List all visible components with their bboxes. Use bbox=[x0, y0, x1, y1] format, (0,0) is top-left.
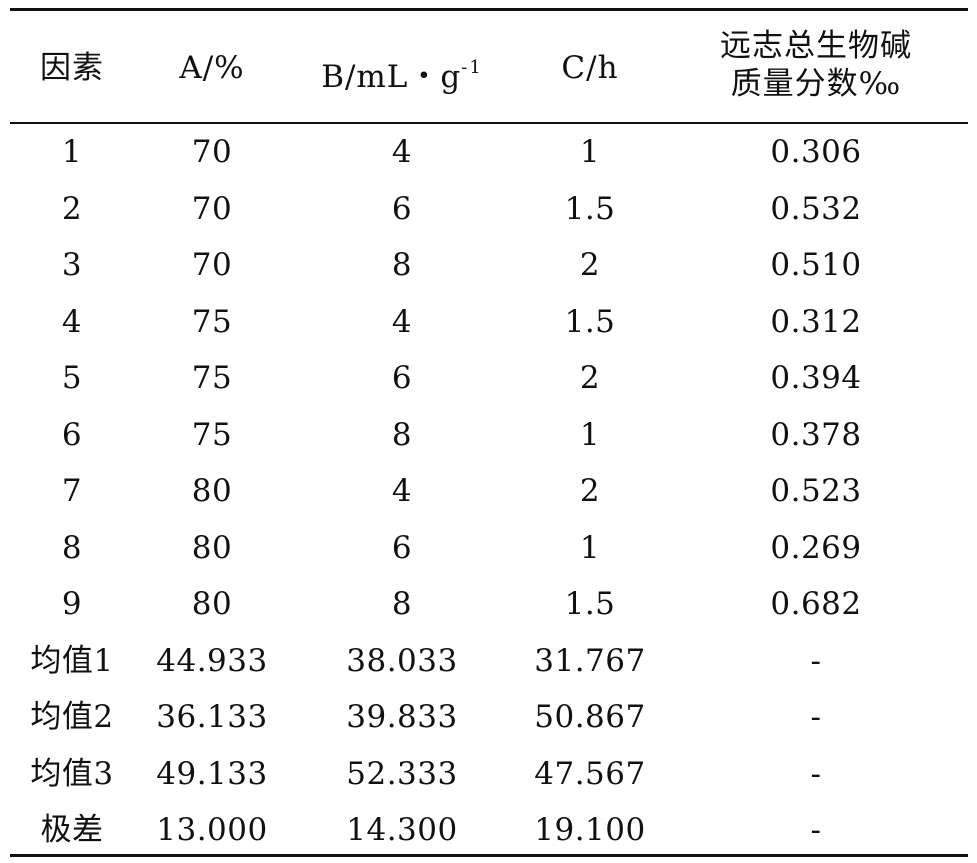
table-cell: 1 bbox=[61, 134, 83, 170]
table-cell: 0.394 bbox=[770, 360, 862, 396]
table-cell: 1 bbox=[579, 417, 601, 453]
table-cell: 50.867 bbox=[534, 699, 646, 735]
table-cell: 2 bbox=[579, 247, 601, 283]
table-cell: 36.133 bbox=[156, 699, 268, 735]
table-cell: 8 bbox=[391, 417, 413, 453]
table-cell: 1 bbox=[579, 530, 601, 566]
table-cell: 0.312 bbox=[770, 304, 862, 340]
table-cell: 38.033 bbox=[346, 643, 458, 679]
table-cell: 均值1 bbox=[30, 643, 114, 679]
column-header-label: 因素 bbox=[40, 50, 104, 86]
table-cell: 80 bbox=[191, 530, 233, 566]
table-cell: 31.767 bbox=[534, 643, 646, 679]
table-cell: - bbox=[810, 756, 822, 792]
table-cell: 均值2 bbox=[30, 699, 114, 735]
table-cell: - bbox=[810, 812, 822, 848]
table-cell: 75 bbox=[191, 304, 233, 340]
table-cell: 70 bbox=[191, 134, 233, 170]
column-header-label: C/h bbox=[561, 50, 619, 86]
column-header: C/h bbox=[515, 50, 665, 86]
table-cell: 44.933 bbox=[156, 643, 268, 679]
table-cell: 0.523 bbox=[770, 473, 862, 509]
table-cell: 80 bbox=[191, 586, 233, 622]
table-cell: 75 bbox=[191, 417, 233, 453]
table-cell: 0.510 bbox=[770, 247, 862, 283]
table-cell: 4 bbox=[391, 304, 413, 340]
table-top-rule bbox=[10, 8, 968, 11]
table-cell: 6 bbox=[391, 530, 413, 566]
table-cell: 7 bbox=[61, 473, 83, 509]
table-cell: 8 bbox=[391, 586, 413, 622]
table-cell: 1.5 bbox=[564, 304, 616, 340]
table-cell: 5 bbox=[61, 360, 83, 396]
table-cell: 1.5 bbox=[564, 586, 616, 622]
column-header-superscript: -1 bbox=[461, 57, 483, 78]
table-cell: 6 bbox=[391, 191, 413, 227]
column-header-label: B/mL・g bbox=[321, 59, 462, 95]
table-cell: 极差 bbox=[40, 812, 104, 848]
table-cell: 0.532 bbox=[770, 191, 862, 227]
column-header: A/% bbox=[137, 50, 287, 86]
table-cell: 4 bbox=[391, 473, 413, 509]
table-cell: 0.306 bbox=[770, 134, 862, 170]
table-cell: 70 bbox=[191, 247, 233, 283]
column-header: 远志总生物碱 质量分数‰ bbox=[686, 27, 946, 103]
table-cell: 2 bbox=[579, 473, 601, 509]
table-cell: 75 bbox=[191, 360, 233, 396]
table-cell: 6 bbox=[61, 417, 83, 453]
table-cell: - bbox=[810, 699, 822, 735]
table-header-rule bbox=[10, 122, 968, 124]
table-cell: 47.567 bbox=[534, 756, 646, 792]
table-cell: 4 bbox=[391, 134, 413, 170]
table-cell: 3 bbox=[61, 247, 83, 283]
table-cell: 70 bbox=[191, 191, 233, 227]
table-cell: 52.333 bbox=[346, 756, 458, 792]
table-cell: 0.378 bbox=[770, 417, 862, 453]
column-header: 因素 bbox=[7, 50, 137, 86]
table-cell: 8 bbox=[391, 247, 413, 283]
table-cell: 均值3 bbox=[30, 756, 114, 792]
table-cell: 14.300 bbox=[346, 812, 458, 848]
column-header-label: A/% bbox=[179, 50, 245, 86]
column-header-line: 远志总生物碱 bbox=[720, 28, 912, 64]
table-cell: 13.000 bbox=[156, 812, 268, 848]
table-cell: 49.133 bbox=[156, 756, 268, 792]
table-cell: 0.269 bbox=[770, 530, 862, 566]
table-cell: 19.100 bbox=[534, 812, 646, 848]
table-bottom-rule bbox=[10, 854, 968, 857]
table-cell: 2 bbox=[61, 191, 83, 227]
column-header: B/mL・g-1 bbox=[287, 50, 517, 95]
table-cell: 2 bbox=[579, 360, 601, 396]
table-cell: 9 bbox=[61, 586, 83, 622]
table-cell: 80 bbox=[191, 473, 233, 509]
table-cell: 4 bbox=[61, 304, 83, 340]
table-cell: 0.682 bbox=[770, 586, 862, 622]
table-cell: 1.5 bbox=[564, 191, 616, 227]
table-cell: 6 bbox=[391, 360, 413, 396]
table-cell: - bbox=[810, 643, 822, 679]
table-cell: 8 bbox=[61, 530, 83, 566]
column-header-line: 质量分数‰ bbox=[730, 66, 902, 102]
table-cell: 1 bbox=[579, 134, 601, 170]
table-cell: 39.833 bbox=[346, 699, 458, 735]
